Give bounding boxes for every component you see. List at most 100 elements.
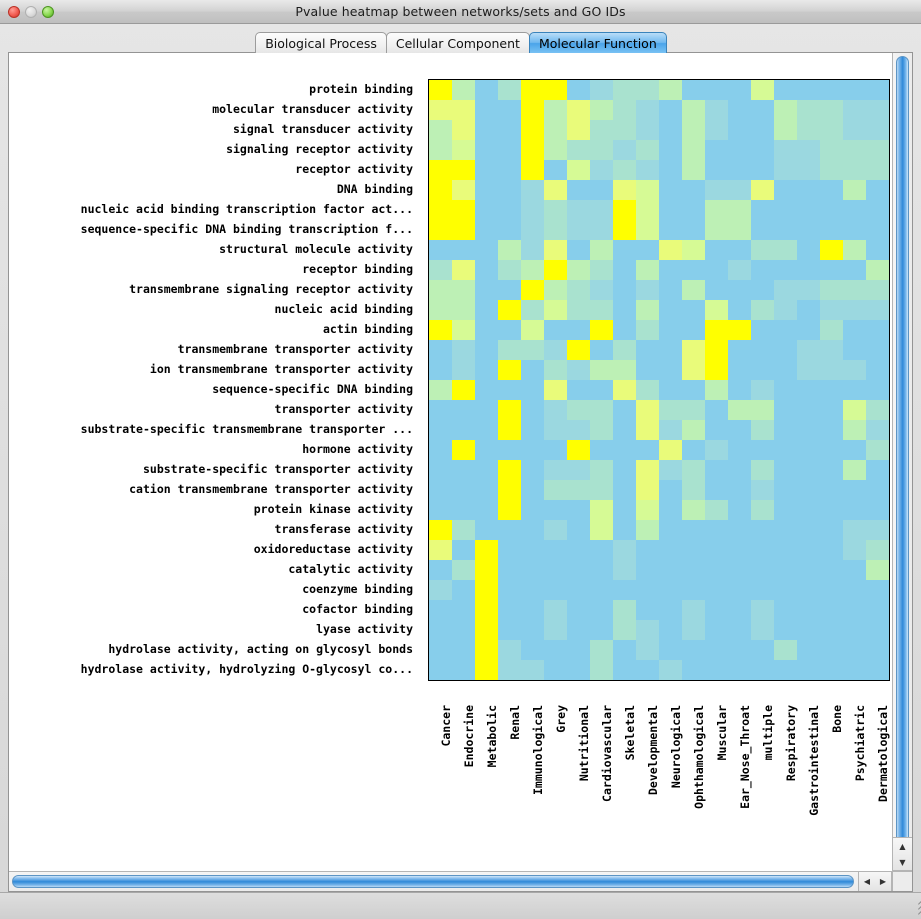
heatmap-cell[interactable] xyxy=(843,400,866,420)
heatmap-cell[interactable] xyxy=(429,500,452,520)
heatmap-cell[interactable] xyxy=(521,80,544,100)
heatmap-cell[interactable] xyxy=(429,80,452,100)
heatmap-cell[interactable] xyxy=(728,240,751,260)
heatmap-cell[interactable] xyxy=(705,200,728,220)
heatmap-cell[interactable] xyxy=(452,80,475,100)
heatmap-cell[interactable] xyxy=(751,300,774,320)
heatmap-cell[interactable] xyxy=(521,640,544,660)
heatmap-cell[interactable] xyxy=(659,480,682,500)
heatmap-cell[interactable] xyxy=(751,580,774,600)
heatmap-cell[interactable] xyxy=(774,600,797,620)
heatmap-cell[interactable] xyxy=(567,420,590,440)
heatmap-cell[interactable] xyxy=(797,260,820,280)
heatmap-cell[interactable] xyxy=(590,400,613,420)
heatmap-cell[interactable] xyxy=(429,440,452,460)
heatmap-cell[interactable] xyxy=(429,640,452,660)
heatmap-cell[interactable] xyxy=(866,600,889,620)
heatmap-cell[interactable] xyxy=(820,500,843,520)
heatmap-cell[interactable] xyxy=(751,140,774,160)
heatmap-cell[interactable] xyxy=(728,460,751,480)
heatmap-cell[interactable] xyxy=(751,600,774,620)
heatmap-cell[interactable] xyxy=(544,340,567,360)
heatmap-cell[interactable] xyxy=(544,520,567,540)
heatmap-cell[interactable] xyxy=(705,360,728,380)
heatmap-cell[interactable] xyxy=(567,560,590,580)
heatmap-cell[interactable] xyxy=(728,480,751,500)
heatmap-cell[interactable] xyxy=(498,560,521,580)
heatmap-cell[interactable] xyxy=(774,640,797,660)
heatmap-cell[interactable] xyxy=(659,620,682,640)
heatmap-cell[interactable] xyxy=(636,120,659,140)
heatmap-cell[interactable] xyxy=(475,180,498,200)
heatmap-cell[interactable] xyxy=(636,640,659,660)
heatmap-cell[interactable] xyxy=(682,660,705,680)
heatmap-cell[interactable] xyxy=(797,380,820,400)
heatmap-cell[interactable] xyxy=(475,360,498,380)
heatmap-cell[interactable] xyxy=(705,100,728,120)
tab-biological-process[interactable]: Biological Process xyxy=(255,32,387,53)
heatmap-cell[interactable] xyxy=(521,260,544,280)
heatmap-cell[interactable] xyxy=(498,500,521,520)
heatmap-cell[interactable] xyxy=(797,300,820,320)
heatmap-cell[interactable] xyxy=(774,180,797,200)
heatmap-cell[interactable] xyxy=(636,320,659,340)
heatmap-cell[interactable] xyxy=(728,540,751,560)
heatmap-cell[interactable] xyxy=(682,480,705,500)
heatmap-cell[interactable] xyxy=(613,540,636,560)
heatmap-cell[interactable] xyxy=(636,280,659,300)
heatmap-cell[interactable] xyxy=(659,420,682,440)
heatmap-cell[interactable] xyxy=(705,340,728,360)
heatmap-cell[interactable] xyxy=(498,520,521,540)
heatmap-cell[interactable] xyxy=(636,300,659,320)
heatmap-cell[interactable] xyxy=(728,180,751,200)
heatmap-cell[interactable] xyxy=(843,640,866,660)
heatmap-cell[interactable] xyxy=(613,220,636,240)
heatmap-cell[interactable] xyxy=(498,320,521,340)
heatmap-cell[interactable] xyxy=(452,440,475,460)
heatmap-cell[interactable] xyxy=(682,260,705,280)
heatmap-cell[interactable] xyxy=(613,640,636,660)
heatmap-cell[interactable] xyxy=(590,660,613,680)
heatmap-cell[interactable] xyxy=(728,520,751,540)
heatmap-cell[interactable] xyxy=(820,460,843,480)
heatmap-cell[interactable] xyxy=(452,420,475,440)
heatmap-cell[interactable] xyxy=(452,220,475,240)
heatmap-cell[interactable] xyxy=(843,140,866,160)
heatmap-cell[interactable] xyxy=(728,580,751,600)
heatmap-cell[interactable] xyxy=(659,320,682,340)
heatmap-cell[interactable] xyxy=(659,200,682,220)
heatmap-cell[interactable] xyxy=(797,620,820,640)
heatmap-cell[interactable] xyxy=(475,220,498,240)
heatmap-cell[interactable] xyxy=(820,160,843,180)
heatmap-cell[interactable] xyxy=(659,340,682,360)
heatmap-cell[interactable] xyxy=(866,100,889,120)
heatmap-cell[interactable] xyxy=(613,180,636,200)
heatmap-cell[interactable] xyxy=(452,280,475,300)
heatmap-cell[interactable] xyxy=(498,180,521,200)
heatmap-cell[interactable] xyxy=(613,320,636,340)
heatmap-cell[interactable] xyxy=(521,560,544,580)
heatmap-cell[interactable] xyxy=(636,220,659,240)
heatmap-cell[interactable] xyxy=(843,380,866,400)
heatmap-cell[interactable] xyxy=(452,160,475,180)
heatmap-cell[interactable] xyxy=(567,100,590,120)
heatmap-cell[interactable] xyxy=(843,600,866,620)
heatmap-cell[interactable] xyxy=(843,660,866,680)
heatmap-cell[interactable] xyxy=(751,560,774,580)
heatmap-cell[interactable] xyxy=(659,220,682,240)
heatmap-cell[interactable] xyxy=(659,300,682,320)
heatmap-cell[interactable] xyxy=(636,540,659,560)
heatmap-cell[interactable] xyxy=(613,620,636,640)
heatmap-cell[interactable] xyxy=(498,360,521,380)
heatmap-cell[interactable] xyxy=(452,300,475,320)
heatmap-cell[interactable] xyxy=(797,180,820,200)
heatmap-cell[interactable] xyxy=(429,120,452,140)
heatmap-cell[interactable] xyxy=(682,640,705,660)
heatmap-cell[interactable] xyxy=(567,600,590,620)
heatmap-cell[interactable] xyxy=(613,420,636,440)
heatmap-cell[interactable] xyxy=(659,640,682,660)
heatmap-cell[interactable] xyxy=(843,580,866,600)
heatmap-cell[interactable] xyxy=(728,400,751,420)
heatmap-cell[interactable] xyxy=(498,100,521,120)
heatmap-cell[interactable] xyxy=(820,120,843,140)
